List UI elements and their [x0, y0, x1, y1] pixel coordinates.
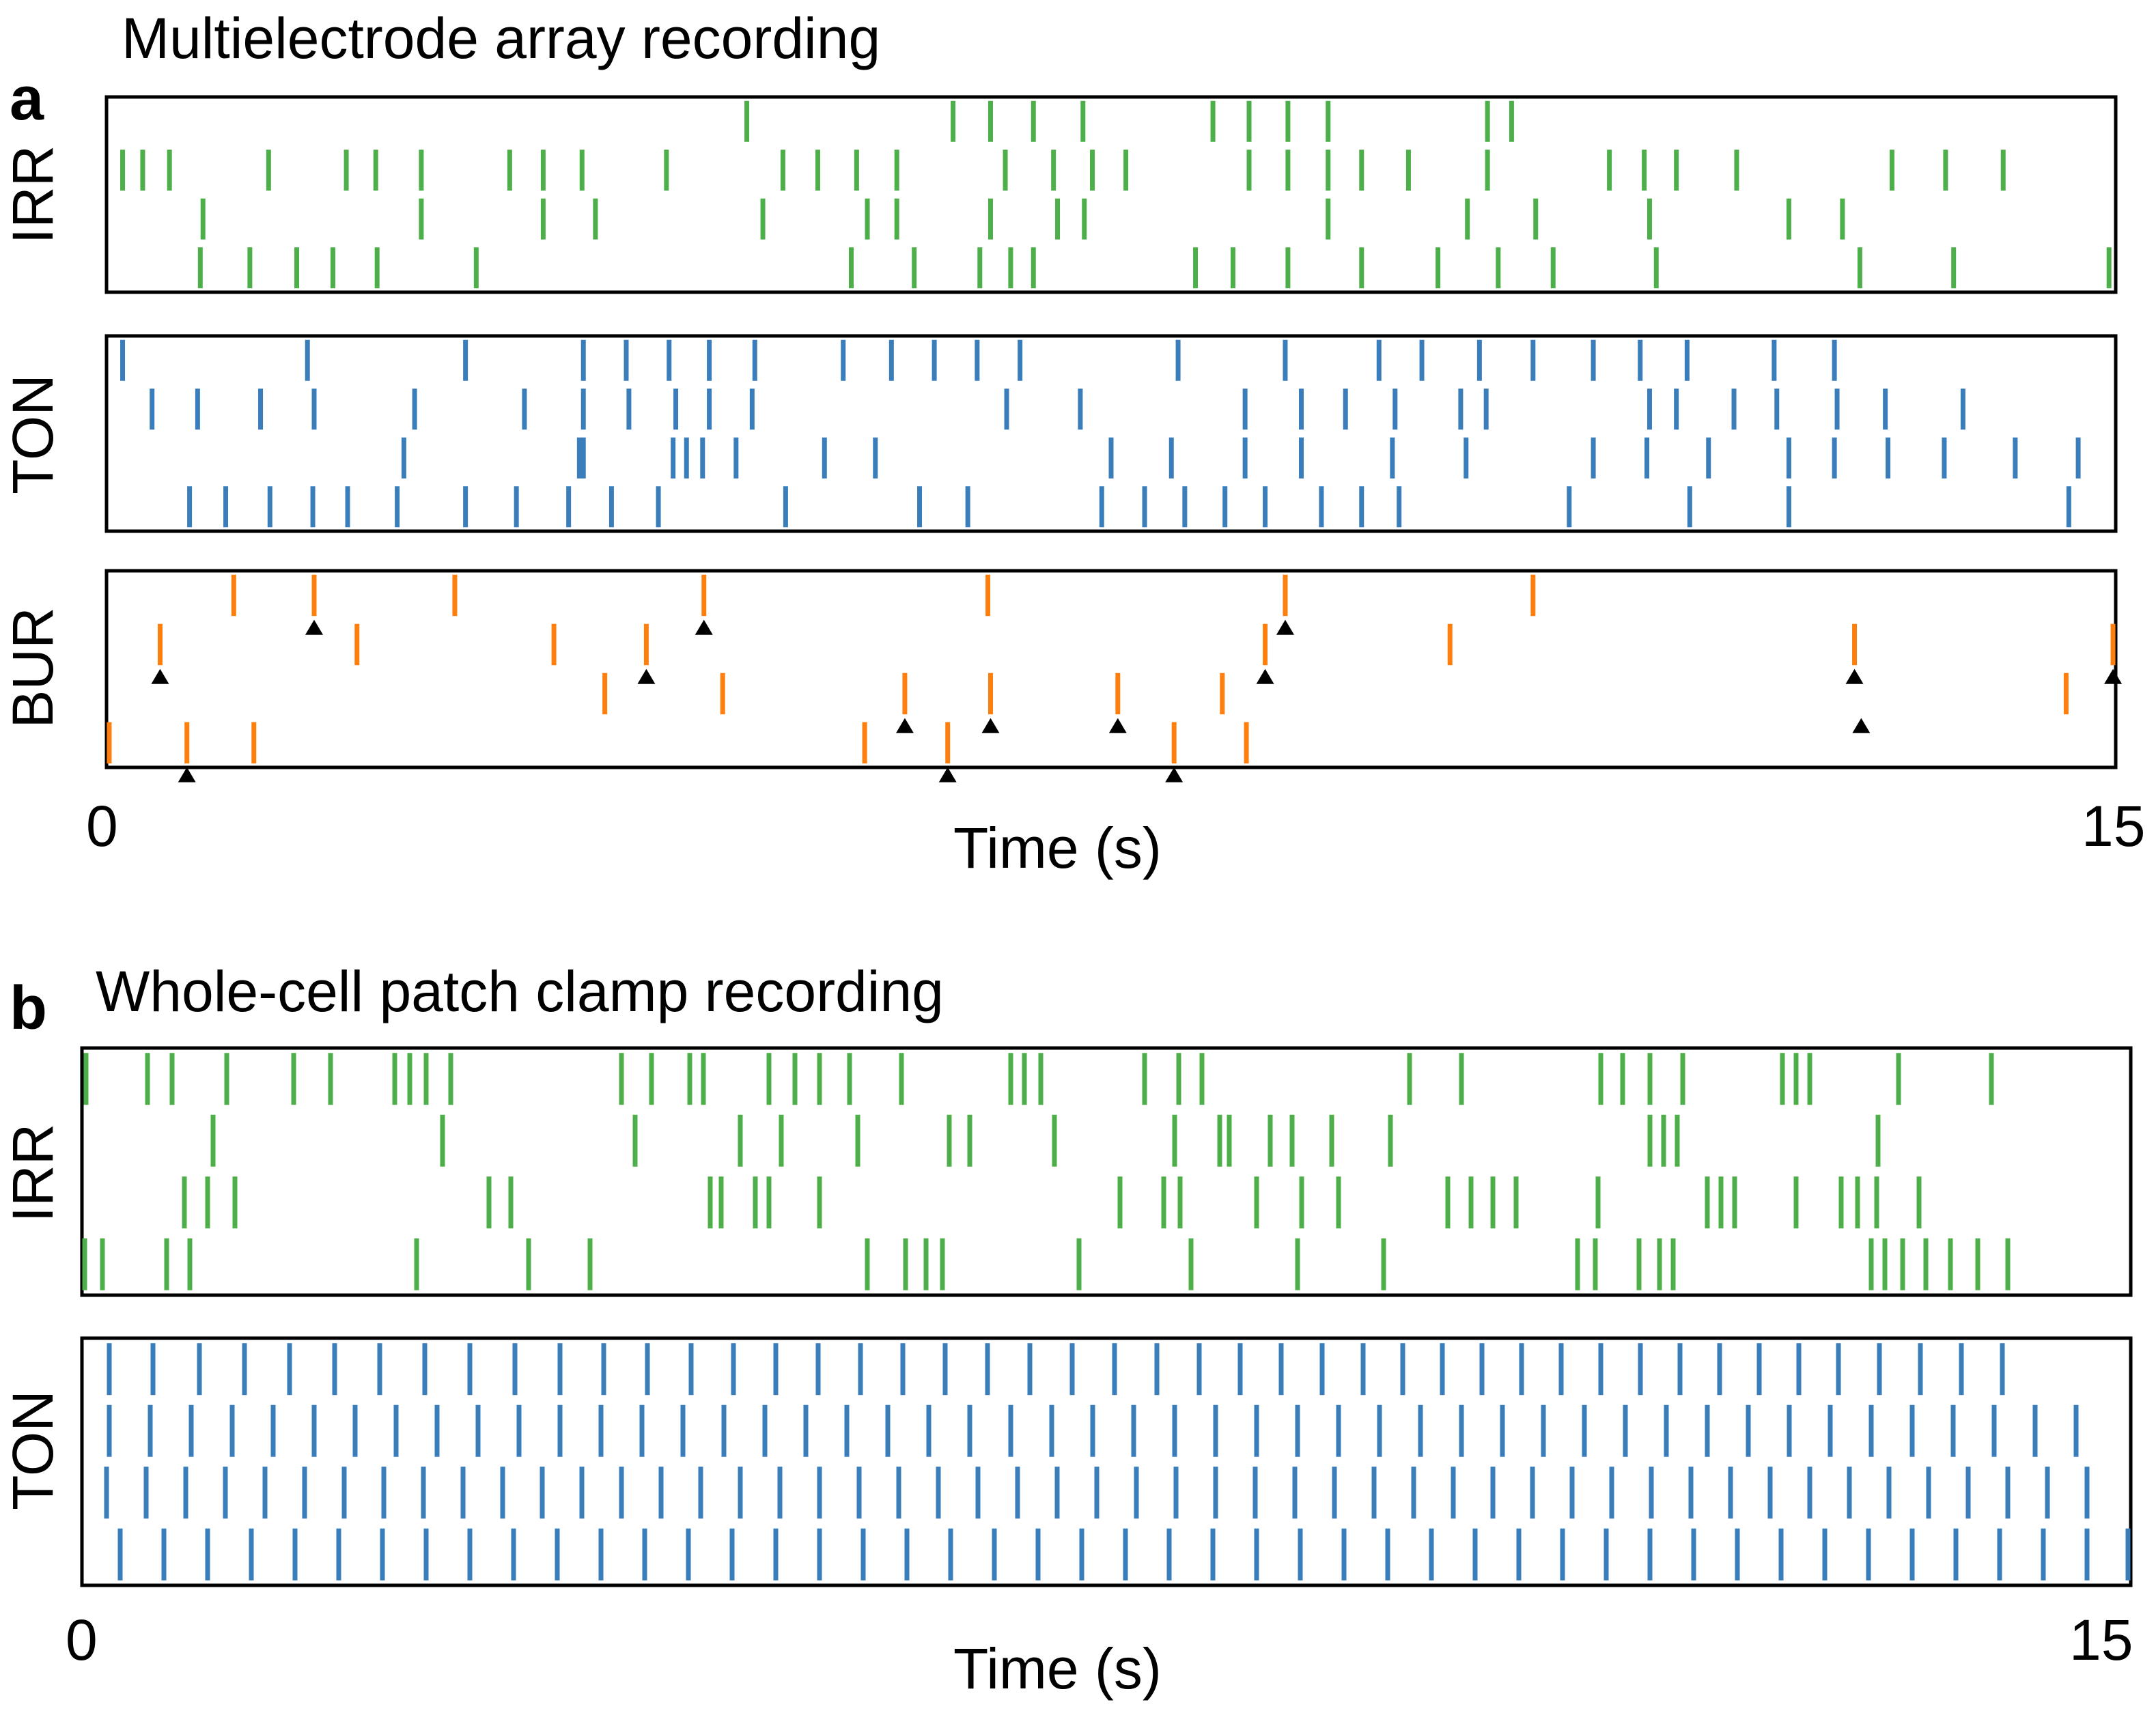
panel-a-xtick-15: 15 — [2082, 794, 2146, 858]
panel-b-xlabel: Time (s) — [953, 1637, 1162, 1701]
panel-b-letter: b — [10, 974, 47, 1043]
burst-marker-r1-m2 — [1256, 668, 1274, 684]
panel-a-title: Multielectrode array recording — [122, 6, 881, 70]
panel-a-ton-frame — [104, 334, 2118, 533]
panel-b-title: Whole-cell patch clamp recording — [96, 959, 944, 1023]
panel-b-xtick-0: 0 — [66, 1608, 98, 1672]
panel-a-xtick-0: 0 — [86, 794, 118, 858]
panel-b-xtick-15: 15 — [2069, 1608, 2133, 1672]
burst-marker-r0-m1 — [695, 619, 713, 635]
burst-marker-r3-m0 — [178, 767, 196, 782]
panel-a-bur-frame — [104, 569, 2118, 769]
burst-marker-r0-m0 — [305, 619, 324, 635]
panel-a-xlabel: Time (s) — [953, 816, 1162, 880]
burst-marker-r2-m0 — [895, 718, 914, 733]
burst-marker-r2-m1 — [981, 718, 1000, 733]
burst-marker-r1-m3 — [1845, 668, 1864, 684]
burst-marker-r2-m2 — [1108, 718, 1127, 733]
burst-marker-r2-m3 — [1852, 718, 1871, 733]
burst-marker-r1-m4 — [2104, 668, 2123, 684]
burst-marker-r1-m0 — [151, 668, 169, 684]
burst-marker-r1-m1 — [637, 668, 656, 684]
panel-a-letter: a — [10, 65, 44, 133]
panel-b-irr-frame — [80, 1046, 2133, 1297]
burst-marker-r0-m2 — [1276, 619, 1294, 635]
panel-a-irr-frame — [104, 95, 2118, 294]
burst-marker-r3-m1 — [938, 767, 957, 782]
burst-marker-r3-m2 — [1165, 767, 1184, 782]
panel-b-ton-frame — [80, 1336, 2133, 1587]
